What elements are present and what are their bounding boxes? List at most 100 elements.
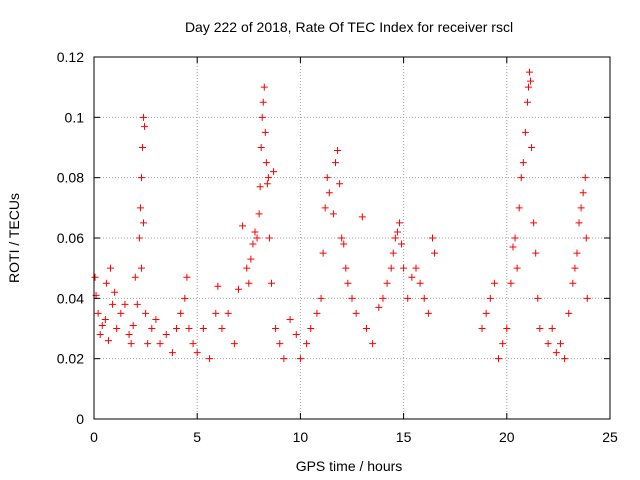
data-point bbox=[582, 234, 590, 242]
y-tick-label: 0.02 bbox=[57, 351, 84, 367]
data-point bbox=[183, 273, 191, 281]
x-tick-label: 5 bbox=[193, 429, 201, 445]
data-point bbox=[579, 189, 587, 197]
data-point bbox=[431, 249, 439, 257]
data-point bbox=[571, 264, 579, 272]
data-point bbox=[412, 264, 420, 272]
data-point bbox=[255, 210, 263, 218]
data-point bbox=[528, 144, 536, 151]
data-point bbox=[420, 294, 428, 302]
data-point bbox=[125, 331, 133, 339]
x-tick-label: 20 bbox=[499, 429, 515, 445]
data-point bbox=[575, 219, 583, 227]
data-point bbox=[102, 279, 110, 287]
data-point bbox=[152, 315, 160, 323]
data-point bbox=[387, 264, 395, 272]
data-point bbox=[135, 234, 143, 242]
data-point bbox=[490, 279, 498, 287]
data-point bbox=[101, 315, 109, 323]
data-point bbox=[137, 174, 145, 182]
data-point bbox=[358, 213, 366, 221]
data-point bbox=[393, 228, 401, 236]
data-point bbox=[257, 144, 265, 151]
data-point bbox=[383, 279, 391, 287]
data-point bbox=[264, 174, 272, 182]
data-point bbox=[263, 180, 271, 188]
data-point bbox=[144, 340, 152, 348]
data-point bbox=[329, 210, 337, 218]
data-point bbox=[556, 340, 564, 348]
data-point bbox=[142, 309, 150, 317]
data-point bbox=[530, 219, 538, 227]
data-point bbox=[139, 144, 147, 151]
data-point bbox=[141, 122, 149, 130]
data-point bbox=[243, 264, 251, 272]
data-point bbox=[206, 355, 214, 363]
data-point bbox=[524, 83, 532, 91]
data-point bbox=[519, 159, 527, 167]
data-point bbox=[517, 174, 525, 182]
data-point bbox=[495, 355, 503, 363]
data-point bbox=[268, 279, 276, 287]
data-point bbox=[239, 222, 247, 230]
data-point bbox=[280, 355, 288, 363]
data-point bbox=[276, 340, 284, 348]
data-point bbox=[177, 309, 185, 317]
data-point bbox=[400, 264, 408, 272]
data-point bbox=[478, 325, 486, 332]
data-point bbox=[527, 77, 535, 85]
y-tick-label: 0.08 bbox=[57, 170, 84, 186]
data-point bbox=[173, 325, 181, 332]
data-point bbox=[362, 325, 370, 332]
data-point bbox=[230, 340, 238, 348]
data-point bbox=[416, 279, 424, 287]
data-point bbox=[113, 325, 121, 332]
data-point bbox=[193, 349, 201, 357]
data-point bbox=[296, 355, 304, 363]
data-point bbox=[389, 249, 397, 257]
data-point bbox=[424, 309, 432, 317]
data-point bbox=[251, 228, 259, 236]
data-point bbox=[148, 325, 156, 332]
x-tick-label: 25 bbox=[602, 429, 618, 445]
x-tick-label: 0 bbox=[90, 429, 98, 445]
data-point bbox=[131, 273, 139, 281]
data-point bbox=[185, 325, 193, 332]
data-point bbox=[260, 83, 268, 91]
data-point bbox=[583, 294, 591, 302]
data-point bbox=[482, 309, 490, 317]
data-point bbox=[258, 113, 266, 121]
data-point bbox=[265, 234, 273, 242]
data-point bbox=[569, 279, 577, 287]
data-point bbox=[270, 168, 278, 176]
data-point bbox=[91, 273, 99, 281]
data-point bbox=[369, 340, 377, 348]
data-points bbox=[91, 68, 591, 363]
y-axis-label: ROTI / TECUs bbox=[6, 193, 22, 283]
data-point bbox=[503, 325, 511, 332]
data-point bbox=[162, 331, 170, 339]
data-point bbox=[321, 204, 329, 212]
data-point bbox=[577, 204, 585, 212]
data-point bbox=[348, 294, 356, 302]
data-point bbox=[398, 240, 406, 248]
data-point bbox=[256, 183, 264, 191]
data-point bbox=[111, 288, 119, 296]
data-point bbox=[129, 321, 137, 329]
data-point bbox=[249, 240, 257, 248]
data-point bbox=[336, 180, 344, 188]
data-point bbox=[212, 309, 220, 317]
y-tick-label: 0.12 bbox=[57, 49, 84, 65]
data-point bbox=[253, 234, 261, 242]
data-point bbox=[214, 282, 222, 290]
data-point bbox=[323, 174, 331, 182]
data-point bbox=[507, 279, 515, 287]
x-tick-label: 10 bbox=[293, 429, 309, 445]
data-point bbox=[127, 340, 135, 348]
data-point bbox=[486, 294, 494, 302]
data-point bbox=[325, 189, 333, 197]
data-point bbox=[317, 294, 325, 302]
data-point bbox=[199, 325, 207, 332]
data-point bbox=[98, 321, 106, 329]
